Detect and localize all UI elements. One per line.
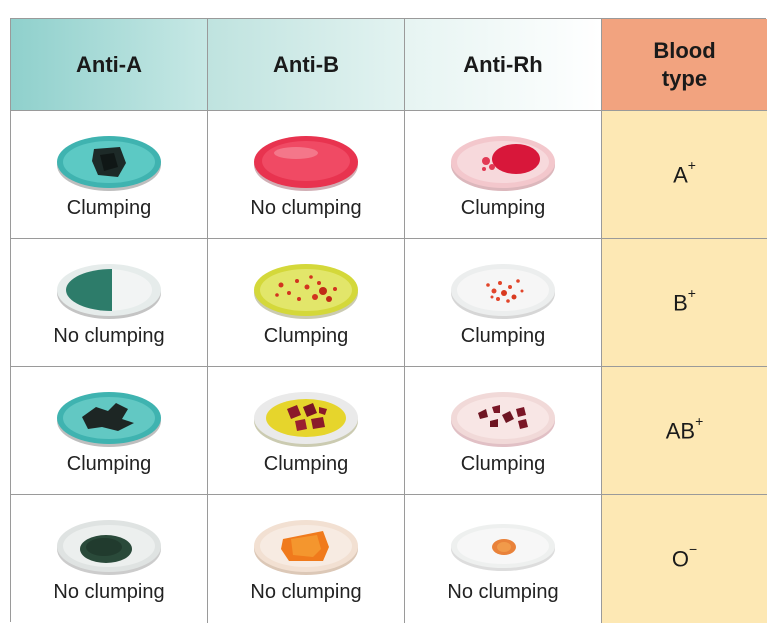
sample-a-pos-anti-a: Clumping (11, 111, 208, 239)
blood-type-value: O− (671, 541, 698, 572)
sample-o-neg-anti-b: No clumping (208, 495, 405, 623)
rh-sign: + (695, 412, 704, 429)
header-anti-rh-label: Anti-Rh (463, 51, 543, 77)
blood-type-b-pos: B+ (602, 239, 767, 367)
petri-dish-icon (254, 136, 358, 191)
petri-dish-icon (57, 392, 161, 447)
header-blood-type-line1: Blood (653, 37, 716, 63)
blood-type-a-pos: A+ (602, 111, 767, 239)
result-label: No clumping (447, 581, 559, 603)
sample-ab-pos-anti-a: Clumping (11, 367, 208, 495)
sample-ab-pos-anti-rh: Clumping (405, 367, 602, 495)
sample-o-neg-anti-rh: No clumping (405, 495, 602, 623)
sample-o-neg-anti-a: No clumping (11, 495, 208, 623)
result-label: No clumping (250, 581, 362, 603)
result-label: Clumping (66, 197, 152, 219)
header-anti-b: Anti-B (208, 19, 405, 111)
sample-a-pos-anti-rh: Clumping (405, 111, 602, 239)
petri-dish-icon (57, 136, 161, 191)
rh-sign: + (687, 284, 696, 301)
sample-b-pos-anti-b: Clumping (208, 239, 405, 367)
result-label: Clumping (460, 453, 546, 475)
petri-dish-icon (254, 264, 358, 319)
petri-dish-icon (451, 264, 555, 319)
petri-dish-icon (451, 136, 555, 191)
header-anti-a: Anti-A (11, 19, 208, 111)
header-blood-type-line2: type (661, 65, 708, 91)
petri-dish-icon (254, 392, 358, 447)
petri-dish-icon (57, 520, 161, 575)
result-label: Clumping (66, 453, 152, 475)
blood-type-o-neg: O− (602, 495, 767, 623)
result-label: No clumping (53, 325, 165, 347)
blood-typing-table: Anti-A Anti-B Anti-Rh Blood type Clumpin… (10, 18, 767, 623)
result-label: Clumping (460, 197, 546, 219)
result-label: No clumping (250, 197, 362, 219)
blood-type-value: AB+ (665, 412, 704, 444)
result-label: Clumping (263, 453, 349, 475)
petri-dish-icon (254, 520, 358, 575)
rh-sign: + (687, 156, 696, 173)
sample-ab-pos-anti-b: Clumping (208, 367, 405, 495)
rh-sign: − (688, 541, 698, 558)
sample-b-pos-anti-rh: Clumping (405, 239, 602, 367)
header-anti-a-label: Anti-A (76, 51, 142, 77)
sample-a-pos-anti-b: No clumping (208, 111, 405, 239)
petri-dish-icon (451, 524, 555, 571)
result-label: Clumping (460, 325, 546, 347)
result-label: No clumping (53, 581, 165, 603)
result-label: Clumping (263, 325, 349, 347)
blood-type-value: B+ (673, 284, 696, 316)
header-anti-rh: Anti-Rh (405, 19, 602, 111)
blood-type-value: A+ (673, 156, 696, 188)
header-blood-type: Blood type (602, 19, 767, 111)
petri-dish-icon (57, 264, 161, 319)
petri-dish-icon (451, 392, 555, 447)
header-anti-b-label: Anti-B (273, 51, 339, 77)
blood-type-ab-pos: AB+ (602, 367, 767, 495)
sample-b-pos-anti-a: No clumping (11, 239, 208, 367)
